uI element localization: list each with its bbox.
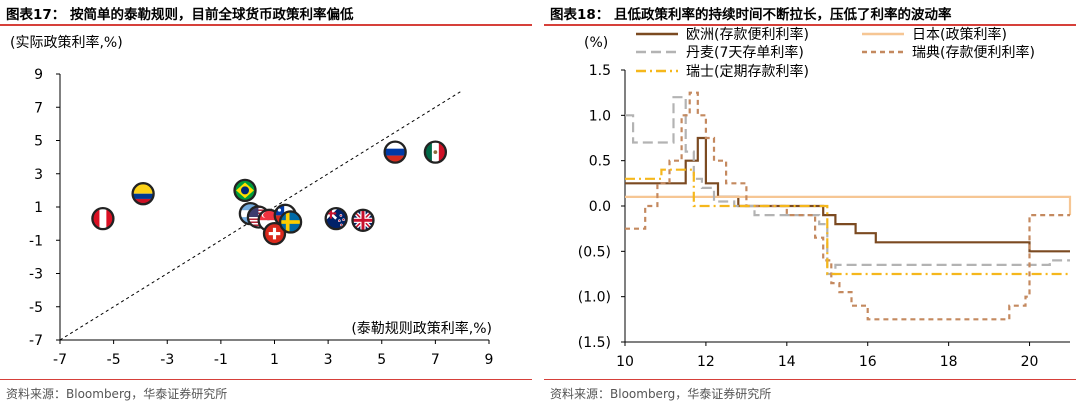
mexico-flag-icon: [424, 141, 446, 163]
left-figure-panel: 图表17： 按简单的泰勒规则，目前全球货币政策利率偏低 9 7 5 3 1 -1 -3 -5 -…: [0, 0, 536, 409]
switzerland-flag-marker: [262, 221, 287, 246]
x-tick-label: 14: [778, 354, 796, 370]
x-tick-label: -5: [107, 352, 121, 368]
flag-marker-outline: [131, 182, 155, 206]
flag-marker-outline: [324, 206, 348, 231]
x-tick-label: -3: [160, 352, 174, 368]
mexico-flag-marker: [423, 140, 448, 164]
legend-label: 丹麦(7天存单利率): [686, 44, 804, 61]
legend-label: 瑞士(定期存款利率): [686, 63, 809, 80]
brazil-flag-marker: [233, 178, 257, 203]
uk-flag-marker: [351, 208, 375, 232]
x-tick-label: 16: [859, 354, 877, 370]
x-tick-label: -1: [214, 352, 228, 368]
legend-label: 欧洲(存款便利利率): [686, 26, 809, 43]
russia-flag-marker: [383, 140, 407, 164]
x-tick-label: 5: [377, 352, 386, 368]
y-tick-label: 1: [34, 200, 43, 216]
y-tick-label: -3: [29, 267, 43, 283]
y-tick-label: -7: [29, 333, 43, 349]
y-tick-label: 7: [34, 100, 43, 116]
flag-marker-outline: [351, 208, 375, 232]
y-tick-label: -5: [29, 300, 43, 316]
series-line-3: [625, 91, 1070, 321]
y-axis-unit-label: (%): [584, 35, 608, 51]
y-tick-label: 1.5: [589, 63, 611, 79]
x-axis-label: (泰勒规则政策利率,%): [351, 320, 492, 337]
left-bottom-divider: [0, 379, 532, 380]
sweden-flag-marker: [278, 210, 303, 234]
series-line-4: [625, 168, 1070, 276]
y-tick-label: 0.0: [589, 199, 611, 215]
policy-rate-line-chart: 1.5 1.0 0.5 0.0 (0.5) (1.0) (1.5) 10 12 14 16 18 20 (…: [578, 26, 1072, 370]
x-tick-label: 18: [940, 354, 958, 370]
x-tick-label: 20: [1021, 354, 1039, 370]
flag-marker-outline: [383, 140, 407, 164]
series-line-0: [625, 136, 1070, 253]
series-line-2: [625, 96, 1070, 276]
brazil-flag-icon: [234, 179, 256, 201]
right-title-divider: [544, 24, 1076, 26]
y-tick-label: 5: [34, 134, 43, 150]
sweden-flag-icon: [280, 211, 302, 233]
left-figure-title: 图表17： 按简单的泰勒规则，目前全球货币政策利率偏低: [6, 7, 354, 23]
left-title-divider: [0, 24, 532, 26]
y-tick-label: 9: [34, 67, 43, 83]
taylor-rule-scatter-chart: 9 7 5 3 1 -1 -3 -5 -7 -7 -5 -3 -1 1 3 5 7 9 (实际政策利率,%) (泰勒规…: [10, 34, 494, 368]
right-figure-title: 图表18： 且低政策利率的持续时间不断拉长，压低了利率的波动率: [550, 7, 952, 23]
x-tick-label: 3: [324, 352, 333, 368]
new-zealand-flag-marker: [324, 206, 348, 231]
flag-marker-outline: [278, 210, 303, 234]
colombia-flag-icon: [132, 183, 154, 205]
flag-marker-outline: [233, 178, 257, 203]
left-source-note: 资料来源：Bloomberg，华泰证券研究所: [6, 387, 228, 401]
x-tick-label: 1: [270, 352, 279, 368]
peru-flag-marker: [91, 206, 115, 231]
x-tick-label: 12: [697, 354, 715, 370]
x-tick-label: 9: [485, 352, 494, 368]
y-tick-label: (1.5): [578, 335, 611, 351]
peru-flag-icon: [92, 208, 114, 230]
russia-flag-icon: [384, 141, 406, 163]
y-tick-label: 0.5: [589, 154, 611, 170]
y-tick-label: (0.5): [578, 244, 611, 260]
series-line-1: [625, 195, 1072, 216]
flag-marker-outline: [423, 140, 448, 164]
y-axis-label: (实际政策利率,%): [10, 34, 123, 51]
x-tick-label: -7: [53, 352, 67, 368]
legend-label: 瑞典(存款便利利率): [912, 44, 1035, 61]
y-tick-label: 3: [34, 167, 43, 183]
flag-marker-outline: [91, 206, 115, 231]
right-bottom-divider: [544, 379, 1076, 380]
y-tick-label: (1.0): [578, 290, 611, 306]
x-tick-label: 10: [616, 354, 634, 370]
x-tick-label: 7: [431, 352, 440, 368]
right-figure-panel: 图表18： 且低政策利率的持续时间不断拉长，压低了利率的波动率 1.5 1.0 0.…: [544, 0, 1080, 409]
right-source-note: 资料来源：Bloomberg，华泰证券研究所: [550, 387, 772, 401]
y-tick-label: 1.0: [589, 108, 611, 124]
switzerland-flag-icon: [264, 223, 285, 245]
y-tick-label: -1: [29, 233, 43, 249]
colombia-flag-marker: [131, 182, 155, 206]
legend-label: 日本(政策利率): [912, 26, 1007, 43]
flag-marker-outline: [262, 221, 287, 246]
